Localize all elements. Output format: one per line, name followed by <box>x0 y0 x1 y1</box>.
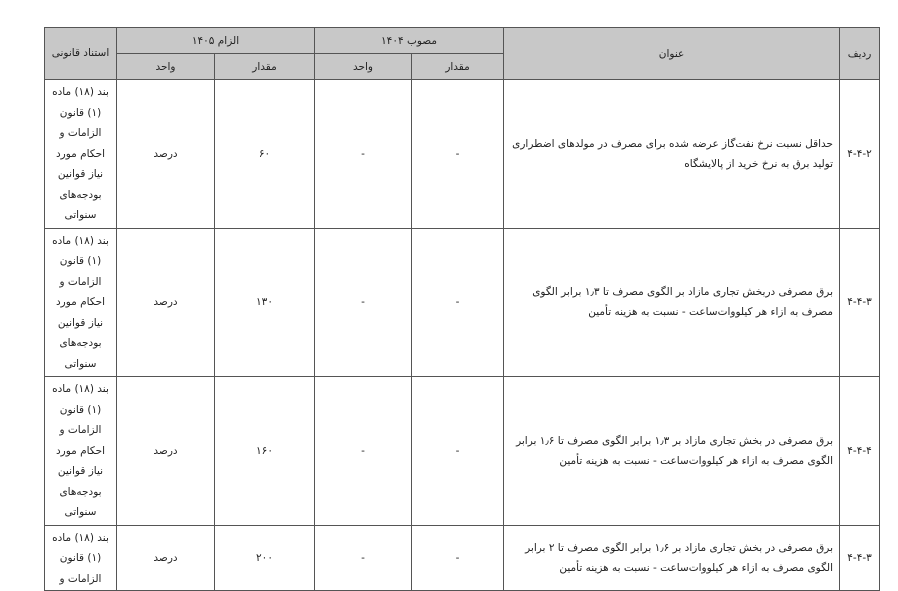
header-approved-amount: مقدار <box>411 53 505 80</box>
required-amount: ۲۰۰ <box>214 524 316 591</box>
legal-basis: بند (۱۸) ماده (۱) قانون الزامات و احکام … <box>44 227 117 377</box>
legal-basis-text: بند (۱۸) ماده (۱) قانون الزامات و احکام … <box>52 86 109 221</box>
tariff-table: ردیف عنوان مصوب ۱۴۰۴ الزام ۱۴۰۵ استناد ق… <box>44 27 881 591</box>
row-number: ۴-۴-۲ <box>839 79 881 229</box>
row-number: ۴-۴-۳ <box>839 524 881 591</box>
required-unit: درصد <box>115 79 216 229</box>
header-required-group: الزام ۱۴۰۵ <box>115 27 316 54</box>
approved-unit: - <box>314 524 413 591</box>
required-unit: درصد <box>115 524 216 591</box>
approved-unit: - <box>314 376 413 526</box>
header-row-no: ردیف <box>839 27 881 80</box>
approved-amount: - <box>411 524 505 591</box>
row-number: ۴-۴-۳ <box>839 227 881 377</box>
table-row: ۴-۴-۴ برق مصرفی در بخش تجاری مازاد بر ۱٫… <box>44 376 881 526</box>
approved-unit: - <box>314 227 413 377</box>
required-amount: ۶۰ <box>214 79 316 229</box>
legal-basis-text: بند (۱۸) ماده (۱) قانون الزامات و احکام … <box>52 234 109 370</box>
row-number: ۴-۴-۴ <box>839 376 881 526</box>
approved-amount: - <box>411 79 505 229</box>
row-title: برق مصرفی در بخش تجاری مازاد بر ۱٫۳ براب… <box>503 376 841 526</box>
legal-basis: بند (۱۸) ماده (۱) قانون الزامات و احکام … <box>44 376 117 526</box>
row-title: حداقل نسبت نرخ نفت‌گاز عرضه شده برای مصر… <box>503 79 841 229</box>
required-amount: ۱۳۰ <box>214 227 316 377</box>
legal-basis: بند (۱۸) ماده (۱) قانون الزامات و احکام … <box>44 524 117 591</box>
required-unit: درصد <box>115 376 216 526</box>
approved-unit: - <box>314 79 413 229</box>
legal-basis-text: بند (۱۸) ماده (۱) قانون الزامات و احکام … <box>52 383 109 518</box>
header-legal-basis: استناد قانونی <box>44 27 117 80</box>
header-title: عنوان <box>503 27 841 80</box>
table-row: ۴-۴-۳ برق مصرفی دربخش تجاری مازاد بر الگ… <box>44 227 881 377</box>
header-legal-basis-label: استناد قانونی <box>51 47 110 59</box>
row-title: برق مصرفی در بخش تجاری مازاد بر ۱٫۶ براب… <box>503 524 841 591</box>
legal-basis: بند (۱۸) ماده (۱) قانون الزامات و احکام … <box>44 79 117 229</box>
required-unit: درصد <box>115 227 216 377</box>
legal-basis-text: بند (۱۸) ماده (۱) قانون الزامات و احکام … <box>52 531 109 585</box>
required-amount: ۱۶۰ <box>214 376 316 526</box>
header-approved-unit: واحد <box>314 53 413 80</box>
table-row: ۴-۴-۳ برق مصرفی در بخش تجاری مازاد بر ۱٫… <box>44 524 881 591</box>
header-required-unit: واحد <box>115 53 216 80</box>
approved-amount: - <box>411 227 505 377</box>
table-row: ۴-۴-۲ حداقل نسبت نرخ نفت‌گاز عرضه شده بر… <box>44 79 881 229</box>
header-approved-group: مصوب ۱۴۰۴ <box>314 27 505 54</box>
row-title: برق مصرفی دربخش تجاری مازاد بر الگوی مصر… <box>503 227 841 377</box>
approved-amount: - <box>411 376 505 526</box>
header-required-amount: مقدار <box>214 53 316 80</box>
